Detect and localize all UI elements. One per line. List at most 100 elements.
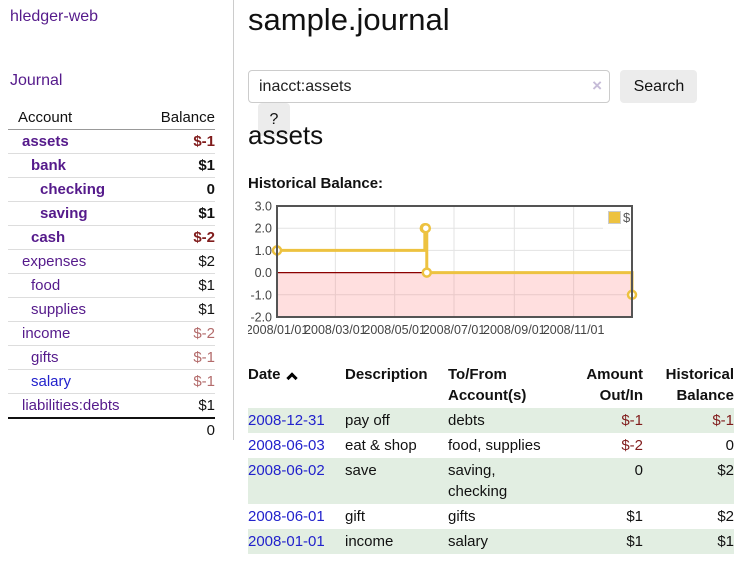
x-axis-tick-label: 2008/03/01 xyxy=(304,323,367,337)
register-balance: $2 xyxy=(643,458,734,504)
register-amount: 0 xyxy=(567,458,643,504)
data-point-marker[interactable] xyxy=(420,222,432,234)
sidebar-account-link-food[interactable]: food xyxy=(31,277,61,294)
register-row: 2008-01-01 income salary $1 $1 xyxy=(248,529,734,554)
accounts-tree-table: Account Balance assets $-1 bank $1 checking 0… xyxy=(8,106,215,442)
account-balance: $2 xyxy=(147,249,215,274)
account-balance: $-2 xyxy=(147,225,215,250)
account-row: saving $1 xyxy=(8,201,215,226)
register-row: 2008-06-01 gift gifts $1 $2 xyxy=(248,504,734,529)
sidebar-account-link-gifts[interactable]: gifts xyxy=(31,349,59,366)
register-body: 2008-12-31 pay off debts $-1 $-1 2008-06-03 ea… xyxy=(248,408,734,554)
transaction-date-link[interactable]: 2008-12-31 xyxy=(248,412,325,429)
register-row: 2008-06-02 save saving, checking 0 $2 xyxy=(248,458,734,504)
register-amount: $1 xyxy=(567,529,643,554)
search-input[interactable] xyxy=(248,70,610,103)
account-row: checking 0 xyxy=(8,177,215,202)
account-name-cell: liabilities:debts xyxy=(8,393,148,419)
accounts-tree-body: assets $-1 bank $1 checking 0 saving $1 cash $-2 e… xyxy=(8,129,215,419)
accounts-header-account: Account xyxy=(8,106,148,130)
account-row: cash $-2 xyxy=(8,225,215,250)
legend-swatch xyxy=(608,211,621,224)
y-axis-tick-label: 3.0 xyxy=(255,200,272,214)
page-title: sample.journal xyxy=(248,2,450,37)
sidebar-account-link-expenses[interactable]: expenses xyxy=(22,253,87,270)
account-balance: $-2 xyxy=(147,321,215,346)
account-row: gifts $-1 xyxy=(8,345,215,370)
y-axis-tick-label: -1.0 xyxy=(250,288,272,302)
account-row: supplies $1 xyxy=(8,297,215,322)
account-name-cell: salary xyxy=(8,369,148,394)
register-col-header-accounts: To/From Account(s) xyxy=(448,366,527,404)
sort-asc-icon xyxy=(285,372,298,384)
sidebar-account-link-assets[interactable]: assets xyxy=(22,133,69,150)
register-amount: $1 xyxy=(626,508,643,525)
transaction-date-link[interactable]: 2008-06-03 xyxy=(248,437,325,454)
account-balance: $1 xyxy=(147,201,215,226)
register-date-cell: 2008-06-03 xyxy=(248,433,345,458)
account-row: assets $-1 xyxy=(8,129,215,154)
register-description: eat & shop xyxy=(345,437,417,454)
sidebar-account-link-salary[interactable]: salary xyxy=(31,373,72,390)
register-accounts: food, supplies xyxy=(448,437,541,454)
register-description: pay off xyxy=(345,408,448,433)
accounts-total-value: 0 xyxy=(147,417,215,442)
account-row: bank $1 xyxy=(8,153,215,178)
account-row: salary $-1 xyxy=(8,369,215,394)
account-name-cell: bank xyxy=(8,153,148,178)
account-row: income $-2 xyxy=(8,321,215,346)
account-name-cell: saving xyxy=(8,201,148,226)
x-axis-tick-label: 2008/01/01 xyxy=(248,323,308,337)
sidebar-account-link-checking[interactable]: checking xyxy=(40,181,106,198)
account-name-cell: expenses xyxy=(8,249,148,274)
register-row: 2008-12-31 pay off debts $-1 $-1 xyxy=(248,408,734,433)
sidebar-account-link-cash[interactable]: cash xyxy=(31,229,66,246)
account-balance: 0 xyxy=(147,177,215,202)
register-balance: 0 xyxy=(725,437,734,454)
account-name-cell: gifts xyxy=(8,345,148,370)
sidebar-account-link-supplies[interactable]: supplies xyxy=(31,301,87,318)
chart-heading: Historical Balance: xyxy=(248,175,384,192)
clear-search-icon[interactable]: × xyxy=(592,76,602,95)
account-name-cell: checking xyxy=(8,177,148,202)
account-name-cell: assets xyxy=(8,129,148,154)
historical-balance-chart[interactable]: $3.0 2.0 1.0 0.0 -1.0 -2.0 2008/01/01 2008/03/0… xyxy=(246,198,734,340)
register-amount: $-1 xyxy=(567,408,643,433)
sidebar-item-journal[interactable]: Journal xyxy=(10,72,63,89)
account-page-title: assets xyxy=(248,120,324,150)
account-balance: $-1 xyxy=(147,345,215,370)
x-axis-tick-label: 2008/11/01 xyxy=(543,323,605,337)
accounts-total-row: 0 xyxy=(8,417,215,442)
transaction-date-link[interactable]: 2008-06-02 xyxy=(248,462,325,479)
app-brand-link[interactable]: hledger-web xyxy=(10,8,99,25)
account-balance: $1 xyxy=(147,393,215,419)
account-balance: $-1 xyxy=(147,129,215,154)
help-button[interactable]: ? xyxy=(258,103,290,136)
account-balance: $1 xyxy=(147,297,215,322)
transaction-date-link[interactable]: 2008-06-01 xyxy=(248,508,325,525)
sidebar-account-link-income[interactable]: income xyxy=(22,325,71,342)
chart-canvas[interactable]: $3.0 2.0 1.0 0.0 -1.0 -2.02008/01/012008/03/0… xyxy=(246,198,734,340)
register-header-row: Date Description To/From Account(s) Amount Ou… xyxy=(248,362,734,408)
account-balance: $1 xyxy=(147,153,215,178)
account-name-cell: supplies xyxy=(8,297,148,322)
sidebar-account-link-liabilities:debts[interactable]: liabilities:debts xyxy=(22,397,120,414)
register-date-cell: 2008-12-31 xyxy=(248,408,345,433)
account-balance: $1 xyxy=(147,273,215,298)
account-row: food $1 xyxy=(8,273,215,298)
register-description: save xyxy=(345,458,448,504)
accounts-header-row: Account Balance xyxy=(8,106,215,130)
account-row: expenses $2 xyxy=(8,249,215,274)
sidebar-account-link-bank[interactable]: bank xyxy=(31,157,67,174)
search-button[interactable]: Search xyxy=(620,70,698,103)
register-description: gift xyxy=(345,508,366,525)
y-axis-tick-label: 1.0 xyxy=(255,244,272,258)
sidebar-account-link-saving[interactable]: saving xyxy=(40,205,88,222)
register-col-header-description: Description xyxy=(345,366,428,383)
data-point-marker[interactable] xyxy=(421,267,433,278)
y-axis-tick-label: 0.0 xyxy=(255,266,272,280)
transaction-date-link[interactable]: 2008-01-01 xyxy=(248,533,325,550)
register-accounts: salary xyxy=(448,529,567,554)
register-amount: $-2 xyxy=(621,437,643,454)
register-balance: $1 xyxy=(643,529,734,554)
